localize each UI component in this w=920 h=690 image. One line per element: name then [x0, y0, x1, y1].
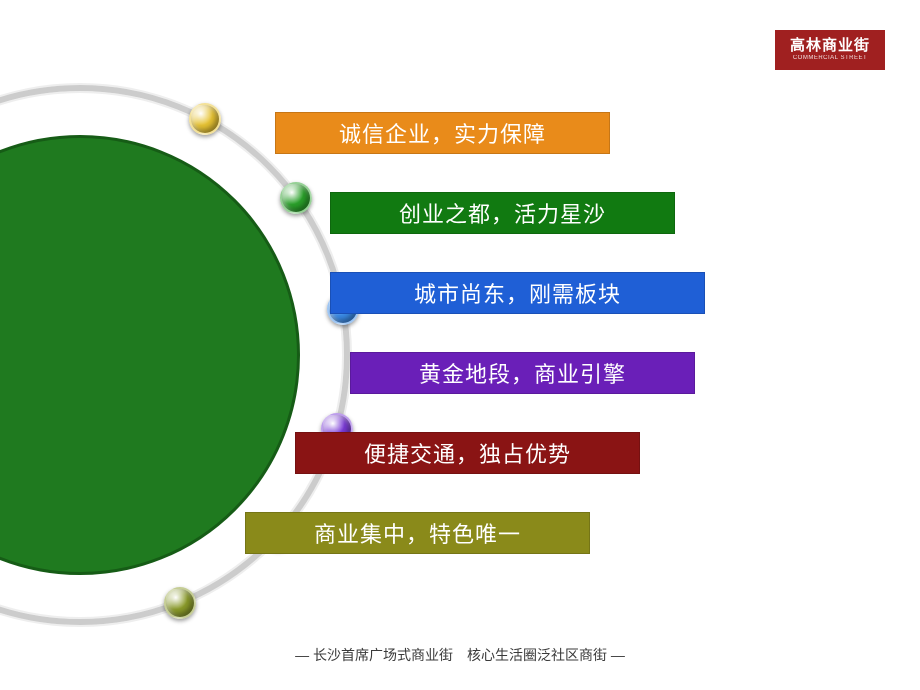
- logo-badge: 高林商业街 COMMERCIAL STREET: [775, 30, 885, 70]
- feature-bar-3: 黄金地段，商业引擎: [350, 352, 695, 394]
- feature-bar-2: 城市尚东，刚需板块: [330, 272, 705, 314]
- bead-5: [164, 587, 196, 619]
- logo-subtitle: COMMERCIAL STREET: [775, 55, 885, 61]
- footer-text: — 长沙首席广场式商业街 核心生活圈泛社区商街 —: [0, 645, 920, 665]
- feature-bar-5: 商业集中，特色唯一: [245, 512, 590, 554]
- feature-bar-0: 诚信企业，实力保障: [275, 112, 610, 154]
- feature-bars: 诚信企业，实力保障创业之都，活力星沙城市尚东，刚需板块黄金地段，商业引擎便捷交通…: [275, 112, 705, 554]
- feature-bar-4: 便捷交通，独占优势: [295, 432, 640, 474]
- logo-title: 高林商业街: [775, 34, 885, 55]
- feature-bar-1: 创业之都，活力星沙: [330, 192, 675, 234]
